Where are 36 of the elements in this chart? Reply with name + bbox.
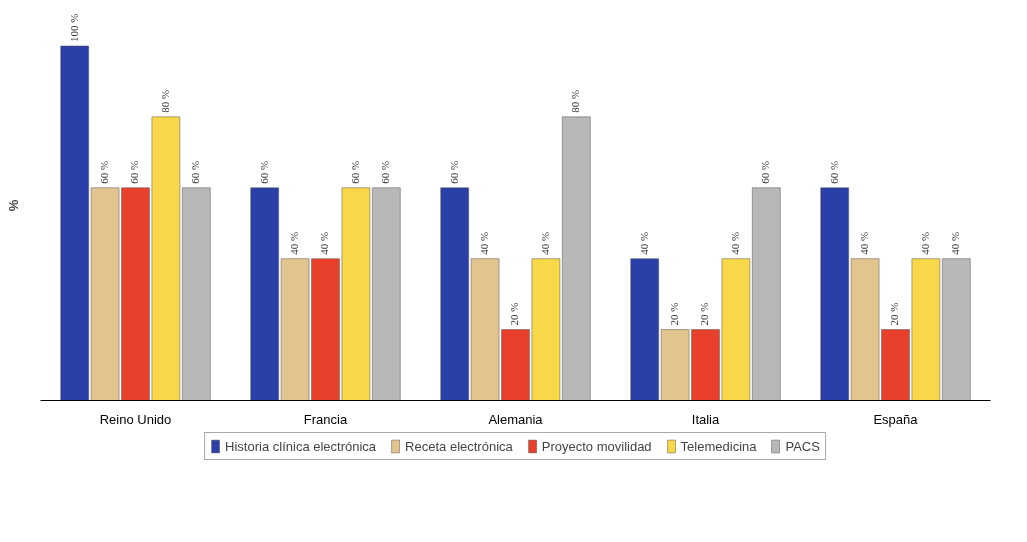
data-label: 60 % — [827, 160, 840, 184]
data-label: 60 % — [348, 160, 361, 184]
data-label: 60 % — [447, 160, 460, 184]
x-tick-label: España — [873, 411, 919, 427]
data-label: 40 % — [728, 231, 741, 255]
data-label: 40 % — [858, 231, 871, 255]
data-label: 20 % — [698, 302, 711, 326]
data-label: 100 % — [67, 13, 80, 42]
x-tick-label: Reino Unido — [99, 411, 172, 427]
legend-label: Historia clínica electrónica — [225, 438, 377, 454]
data-label: 20 % — [668, 302, 681, 326]
data-label: 20 % — [888, 302, 901, 326]
legend-label: Receta electrónica — [405, 438, 513, 454]
data-label: 40 % — [478, 231, 491, 255]
data-label: 80 % — [569, 89, 582, 113]
data-label: 60 % — [759, 160, 772, 184]
data-label: 60 % — [257, 160, 270, 184]
x-tick-label: Italia — [691, 411, 720, 427]
data-label: 40 % — [288, 231, 301, 255]
x-tick-label: Alemania — [488, 411, 544, 427]
legend-label: Proyecto movilidad — [541, 438, 652, 454]
data-label: 80 % — [158, 89, 171, 113]
data-label: 40 % — [918, 231, 931, 255]
y-axis-title: % — [6, 199, 22, 212]
data-label: 60 % — [98, 160, 111, 184]
data-label: 40 % — [637, 231, 650, 255]
x-tick-label: Francia — [303, 411, 348, 427]
legend-label: PACS — [785, 438, 820, 454]
data-label: 40 % — [538, 231, 551, 255]
data-label: 60 % — [128, 160, 141, 184]
data-label: 60 % — [189, 160, 202, 184]
data-label: 60 % — [379, 160, 392, 184]
legend-label: Telemedicina — [680, 438, 757, 454]
data-label: 20 % — [508, 302, 521, 326]
data-label: 40 % — [949, 231, 962, 255]
data-label: 40 % — [318, 231, 331, 255]
